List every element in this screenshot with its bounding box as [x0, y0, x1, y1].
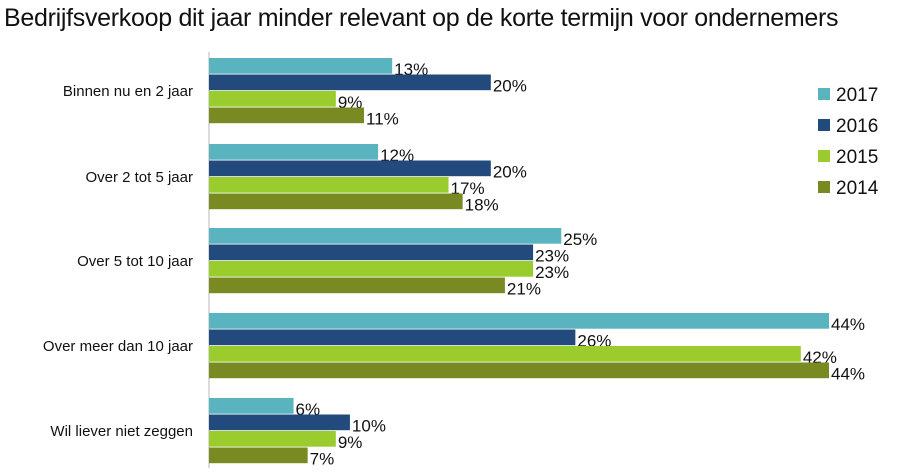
data-label: 18%	[465, 196, 499, 215]
data-label: 42%	[803, 348, 837, 367]
bar-2015	[209, 91, 336, 107]
bar-2017	[209, 228, 562, 244]
bar-2016	[209, 414, 350, 431]
category-label: Over 5 tot 10 jaar	[77, 253, 193, 270]
legend-label: 2017	[836, 85, 878, 106]
bar-2017	[209, 398, 294, 414]
data-label: 12%	[380, 146, 414, 165]
legend-label: 2014	[836, 178, 879, 199]
data-label: 44%	[831, 315, 865, 334]
bar-2015	[209, 177, 449, 193]
data-label: 44%	[831, 365, 865, 384]
bar-2014	[209, 362, 829, 379]
legend-swatch-2016	[818, 119, 830, 131]
chart-title: Bedrijfsverkoop dit jaar minder relevant…	[4, 4, 839, 32]
bar-2015	[209, 431, 336, 447]
bar-2014	[209, 277, 505, 294]
data-label: 23%	[535, 247, 569, 266]
legend-swatch-2014	[818, 181, 830, 193]
bar-2015	[209, 346, 801, 362]
legend-swatch-2015	[818, 150, 830, 162]
bar-2016	[209, 160, 491, 177]
category-label: Over 2 tot 5 jaar	[85, 169, 193, 186]
data-label: 9%	[338, 93, 363, 112]
legend-label: 2015	[836, 147, 878, 168]
legend-label: 2016	[836, 116, 878, 137]
data-label: 9%	[338, 433, 363, 452]
bar-2016	[209, 244, 534, 261]
category-label: Wil liever niet zeggen	[50, 423, 193, 440]
category-label: Over meer dan 10 jaar	[43, 338, 193, 355]
data-label: 11%	[366, 110, 399, 129]
bar-2015	[209, 261, 534, 277]
bar-2014	[209, 107, 364, 124]
data-label: 20%	[493, 163, 527, 182]
data-label: 25%	[563, 230, 597, 249]
data-label: 21%	[507, 280, 541, 299]
data-label: 23%	[535, 263, 569, 282]
data-label: 7%	[310, 450, 335, 469]
category-label: Binnen nu en 2 jaar	[63, 83, 193, 100]
legend-swatch-2017	[818, 88, 830, 100]
bar-2017	[209, 313, 829, 329]
bar-2016	[209, 74, 491, 91]
data-label: 6%	[296, 400, 321, 419]
bar-2014	[209, 193, 463, 210]
bar-2014	[209, 447, 308, 464]
data-label: 17%	[451, 179, 485, 198]
data-label: 13%	[394, 60, 428, 79]
bar-2016	[209, 329, 576, 346]
data-label: 20%	[493, 77, 527, 96]
bar-2017	[209, 58, 393, 74]
bar-2017	[209, 144, 379, 160]
data-label: 26%	[577, 332, 611, 351]
data-label: 10%	[352, 417, 386, 436]
